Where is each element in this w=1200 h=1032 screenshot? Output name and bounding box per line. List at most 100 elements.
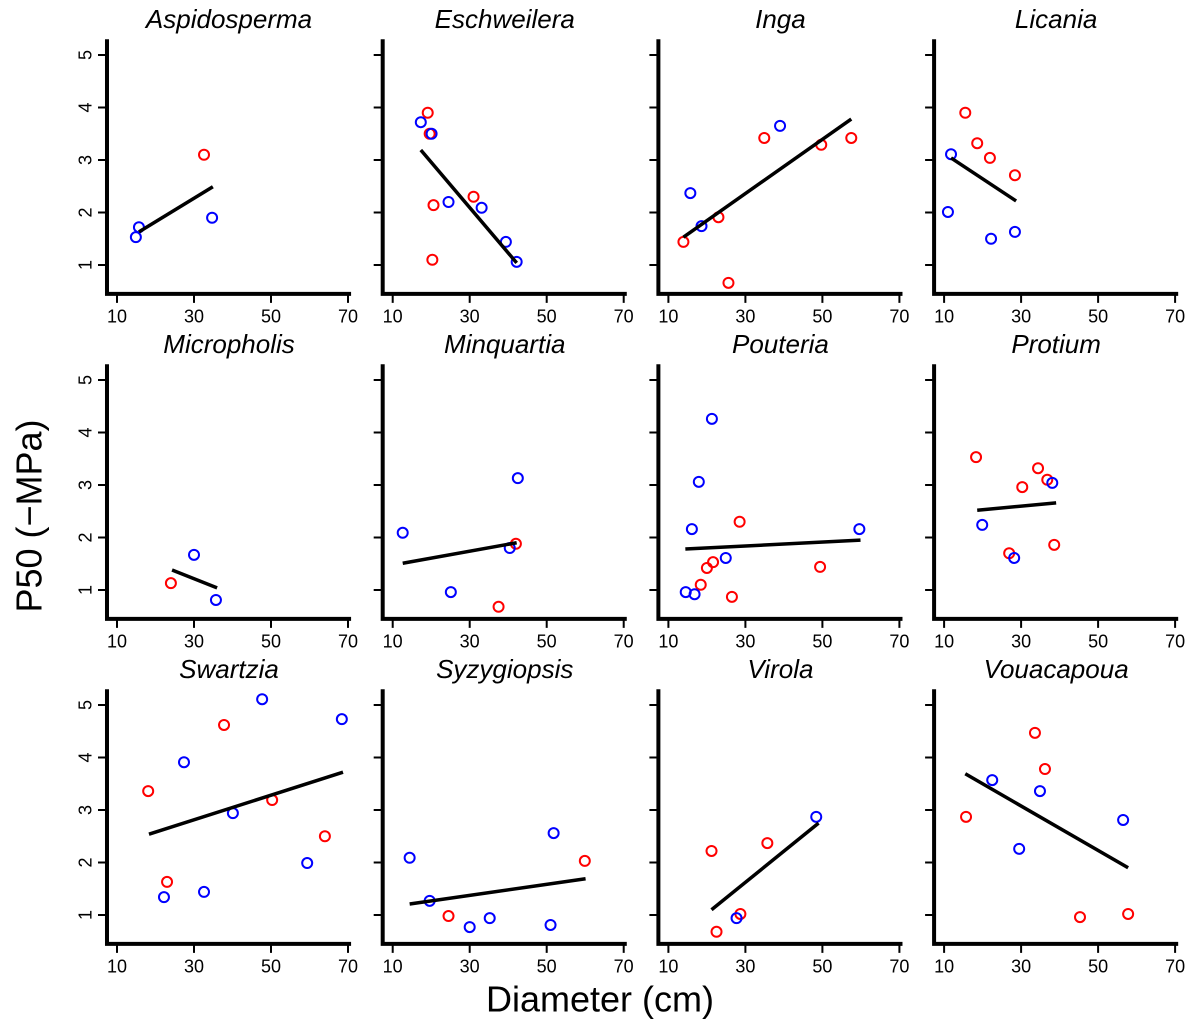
- point: [177, 756, 190, 769]
- point: [685, 523, 698, 536]
- point: [710, 925, 723, 938]
- x-tick-label: 70: [889, 632, 909, 652]
- point: [157, 891, 170, 904]
- y-tick-label: 3: [76, 480, 96, 490]
- point: [1013, 842, 1026, 855]
- point: [425, 127, 438, 140]
- y-tick-label: 1: [76, 585, 96, 595]
- x-tick-label: 50: [1088, 632, 1108, 652]
- point: [164, 577, 177, 590]
- point: [970, 451, 983, 464]
- x-tick-label: 30: [1011, 307, 1031, 327]
- point: [853, 523, 866, 536]
- x-tick-label: 10: [658, 632, 678, 652]
- panel-title: Inga: [755, 4, 806, 34]
- fit-line: [402, 541, 517, 565]
- x-tick-label: 30: [184, 307, 204, 327]
- y-tick-label: 1: [76, 910, 96, 920]
- panel-title: Protium: [1011, 329, 1101, 359]
- point: [705, 844, 718, 857]
- point: [544, 918, 557, 931]
- panel-title: Syzygiopsis: [436, 654, 573, 684]
- x-tick-label: 50: [1088, 307, 1108, 327]
- x-tick-label: 70: [614, 632, 634, 652]
- fit-line: [977, 501, 1057, 512]
- point: [206, 211, 219, 224]
- x-tick-label: 30: [1011, 957, 1031, 977]
- panel-title: Micropholis: [163, 329, 295, 359]
- y-tick-label: 4: [76, 752, 96, 762]
- point: [218, 718, 231, 731]
- point: [985, 232, 998, 245]
- point: [733, 515, 746, 528]
- x-tick-label: 10: [107, 957, 127, 977]
- point: [986, 774, 999, 787]
- y-axis-label: P50 (−MPa): [9, 419, 50, 612]
- fit-line: [950, 156, 1018, 203]
- axes: [104, 39, 352, 296]
- fit-line: [409, 877, 586, 906]
- axes: [932, 364, 1179, 621]
- x-tick-label: 70: [338, 957, 358, 977]
- point: [705, 412, 718, 425]
- x-tick-label: 10: [383, 957, 403, 977]
- point: [492, 600, 505, 613]
- axes: [380, 689, 627, 946]
- x-tick-label: 30: [735, 632, 755, 652]
- x-tick-label: 30: [460, 632, 480, 652]
- point: [198, 885, 211, 898]
- axes: [104, 364, 352, 621]
- x-tick-label: 50: [537, 957, 557, 977]
- point: [547, 827, 560, 840]
- axes: [656, 39, 903, 296]
- y-tick-label: 1: [76, 260, 96, 270]
- point: [301, 857, 314, 870]
- point: [959, 106, 972, 119]
- panel-title: Aspidosperma: [144, 4, 312, 34]
- x-tick-label: 50: [812, 957, 832, 977]
- axes: [932, 39, 1179, 296]
- x-tick-label: 70: [614, 307, 634, 327]
- point: [1046, 476, 1059, 489]
- x-tick-label: 30: [184, 957, 204, 977]
- point: [722, 276, 735, 289]
- point: [730, 912, 743, 925]
- fit-line: [685, 538, 861, 551]
- x-tick-label: 70: [1165, 957, 1185, 977]
- x-tick-label: 30: [735, 307, 755, 327]
- x-tick-label: 70: [338, 632, 358, 652]
- y-tick-label: 2: [76, 532, 96, 542]
- x-tick-label: 30: [460, 307, 480, 327]
- fit-line: [138, 185, 214, 234]
- point: [1008, 551, 1021, 564]
- point: [188, 548, 200, 561]
- x-tick-label: 70: [889, 307, 909, 327]
- point: [396, 526, 409, 539]
- point: [1122, 907, 1135, 920]
- point: [1038, 763, 1051, 776]
- point: [774, 119, 787, 132]
- point: [810, 810, 823, 823]
- x-tick-label: 10: [934, 957, 954, 977]
- point: [209, 593, 222, 606]
- fit-line: [148, 770, 344, 836]
- panel-title: Licania: [1015, 4, 1097, 34]
- x-tick-label: 50: [537, 307, 557, 327]
- axes: [932, 689, 1179, 946]
- point: [426, 253, 439, 266]
- point: [960, 810, 973, 823]
- point: [403, 851, 416, 864]
- x-tick-label: 50: [261, 957, 281, 977]
- x-tick-label: 70: [614, 957, 634, 977]
- point: [945, 148, 958, 161]
- point: [719, 551, 732, 564]
- point: [1008, 225, 1021, 238]
- point: [161, 875, 174, 888]
- panel-title: Virola: [747, 654, 813, 684]
- point: [814, 560, 827, 573]
- x-tick-label: 10: [383, 632, 403, 652]
- x-tick-label: 10: [658, 307, 678, 327]
- point: [444, 586, 457, 599]
- point: [1008, 169, 1021, 182]
- panel-title: Eschweilera: [435, 4, 575, 34]
